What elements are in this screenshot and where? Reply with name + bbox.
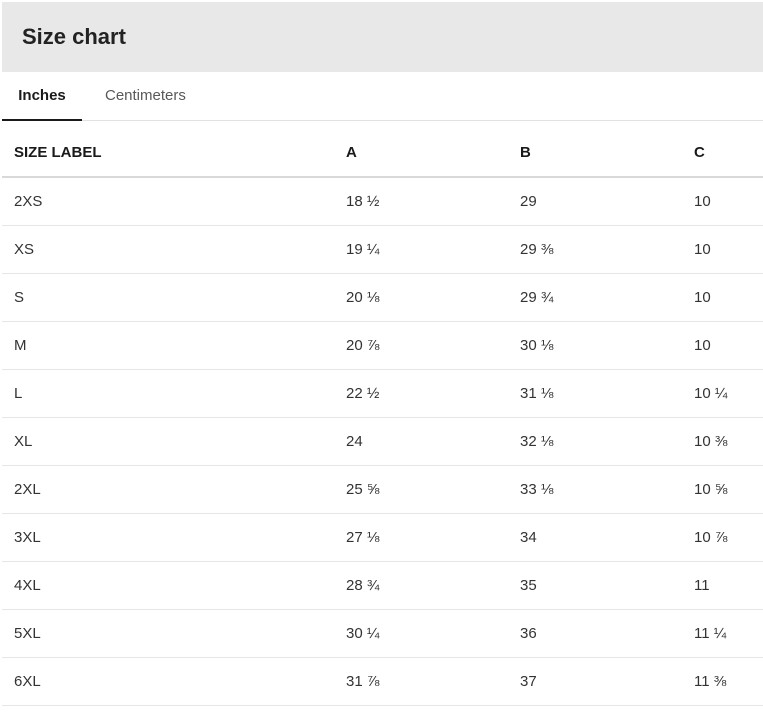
table-row: S 20 ⅛ 29 ¾ 10 [2,273,763,322]
table-header-row: SIZE LABEL A B C [2,128,763,178]
size-table: SIZE LABEL A B C 2XS 18 ½ 29 10 XS 19 ¼ 29 ⅜ 10… [2,128,763,706]
cell-b: 37 [508,657,682,706]
cell-c: 10 ⅞ [682,513,763,562]
cell-c: 11 ⅜ [682,657,763,706]
table-row: 5XL 30 ¼ 36 11 ¼ [2,609,763,658]
cell-size-label: M [2,321,334,370]
cell-b: 31 ⅛ [508,369,682,418]
cell-a: 28 ¾ [334,561,508,610]
cell-c: 10 ⅜ [682,417,763,466]
cell-b: 29 [508,177,682,226]
cell-c: 10 ¼ [682,369,763,418]
table-row: 3XL 27 ⅛ 34 10 ⅞ [2,513,763,562]
size-chart-header: Size chart [2,2,763,72]
cell-c: 10 ⅝ [682,465,763,514]
cell-c: 10 [682,273,763,322]
table-row: 2XL 25 ⅝ 33 ⅛ 10 ⅝ [2,465,763,514]
cell-a: 18 ½ [334,177,508,226]
cell-a: 27 ⅛ [334,513,508,562]
table-row: XL 24 32 ⅛ 10 ⅜ [2,417,763,466]
tab-inches[interactable]: Inches [2,72,82,121]
unit-tabs: Inches Centimeters [2,72,763,121]
cell-b: 33 ⅛ [508,465,682,514]
cell-a: 19 ¼ [334,225,508,274]
table-row: 4XL 28 ¾ 35 11 [2,561,763,610]
cell-a: 20 ⅛ [334,273,508,322]
cell-b: 34 [508,513,682,562]
cell-size-label: 5XL [2,609,334,658]
table-row: 6XL 31 ⅞ 37 11 ⅜ [2,657,763,706]
tab-centimeters[interactable]: Centimeters [105,87,186,104]
cell-size-label: L [2,369,334,418]
column-header-a: A [334,128,508,178]
cell-size-label: 3XL [2,513,334,562]
cell-size-label: XL [2,417,334,466]
cell-a: 24 [334,417,508,466]
table-row: 2XS 18 ½ 29 10 [2,177,763,226]
cell-b: 35 [508,561,682,610]
cell-size-label: 2XL [2,465,334,514]
cell-b: 36 [508,609,682,658]
cell-a: 25 ⅝ [334,465,508,514]
cell-c: 10 [682,177,763,226]
cell-size-label: 6XL [2,657,334,706]
column-header-size-label: SIZE LABEL [2,128,334,178]
cell-b: 32 ⅛ [508,417,682,466]
cell-size-label: S [2,273,334,322]
cell-c: 11 [682,561,763,610]
column-header-c: C [682,128,763,178]
table-row: M 20 ⅞ 30 ⅛ 10 [2,321,763,370]
column-header-b: B [508,128,682,178]
cell-size-label: XS [2,225,334,274]
cell-size-label: 4XL [2,561,334,610]
cell-a: 22 ½ [334,369,508,418]
page-title: Size chart [22,24,126,49]
cell-size-label: 2XS [2,177,334,226]
table-row: L 22 ½ 31 ⅛ 10 ¼ [2,369,763,418]
cell-c: 11 ¼ [682,609,763,658]
cell-a: 20 ⅞ [334,321,508,370]
cell-b: 29 ¾ [508,273,682,322]
cell-c: 10 [682,225,763,274]
cell-a: 31 ⅞ [334,657,508,706]
table-row: XS 19 ¼ 29 ⅜ 10 [2,225,763,274]
cell-b: 30 ⅛ [508,321,682,370]
cell-c: 10 [682,321,763,370]
cell-b: 29 ⅜ [508,225,682,274]
cell-a: 30 ¼ [334,609,508,658]
